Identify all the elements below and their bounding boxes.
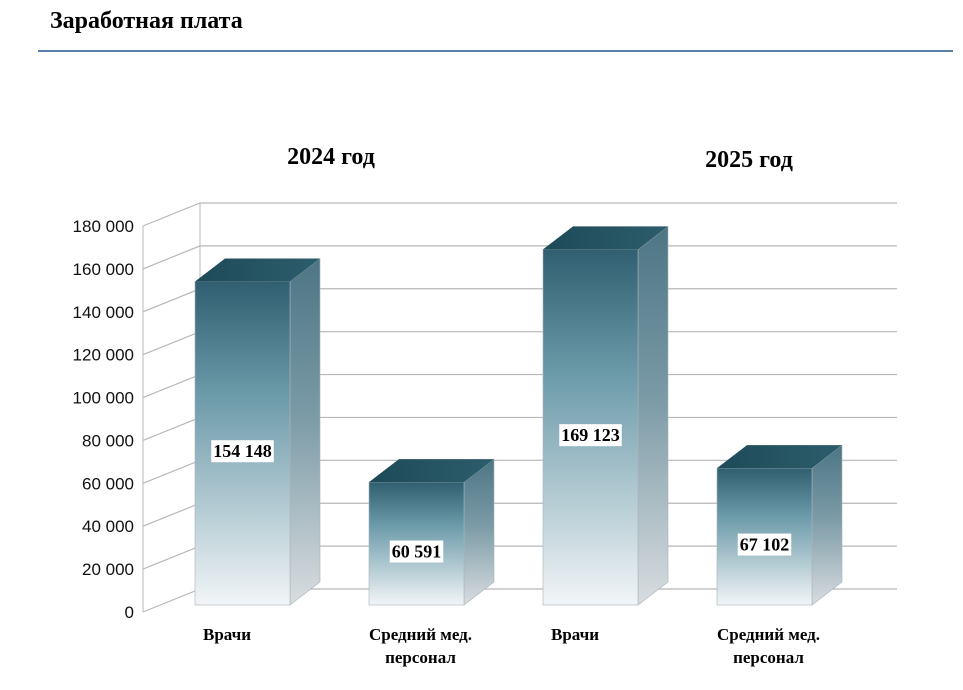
gridline: [142, 202, 897, 227]
y-tick-label: 40 000: [82, 517, 134, 536]
y-tick-label: 140 000: [73, 303, 134, 322]
y-tick-label: 20 000: [82, 560, 134, 579]
data-label-bg: [737, 533, 792, 556]
bar-side: [637, 225, 669, 606]
x-category-label: Средний мед.: [717, 625, 820, 644]
bar-top: [717, 445, 842, 469]
bar-top: [543, 226, 668, 250]
data-label: 60 591: [392, 542, 442, 562]
bar-top: [195, 258, 320, 282]
title-divider: [38, 50, 953, 52]
x-category-label: персонал: [385, 648, 456, 667]
data-label: 169 123: [561, 425, 620, 445]
group-label: 2024 год: [287, 144, 375, 170]
data-label-bg: [559, 424, 622, 447]
bar-top: [369, 459, 494, 483]
y-tick-label: 80 000: [82, 431, 134, 450]
bar-side: [289, 257, 321, 606]
y-tick-label: 0: [125, 603, 134, 622]
x-category-label: Врачи: [551, 625, 599, 644]
data-label-bg: [211, 440, 274, 463]
x-category-label: персонал: [733, 648, 804, 667]
data-label: 154 148: [213, 441, 272, 461]
bar-side: [463, 458, 495, 606]
x-category-label: Средний мед.: [369, 625, 472, 644]
data-label-bg: [389, 540, 444, 563]
y-tick-label: 100 000: [73, 389, 134, 408]
y-tick-label: 60 000: [82, 474, 134, 493]
group-label: 2025 год: [705, 147, 793, 173]
x-category-label: Врачи: [203, 625, 251, 644]
bar-side: [811, 444, 843, 606]
y-tick-label: 160 000: [73, 260, 134, 279]
y-tick-label: 180 000: [73, 217, 134, 236]
page-title: Заработная плата: [50, 8, 243, 34]
y-tick-label: 120 000: [73, 346, 134, 365]
data-label: 67 102: [740, 535, 790, 555]
